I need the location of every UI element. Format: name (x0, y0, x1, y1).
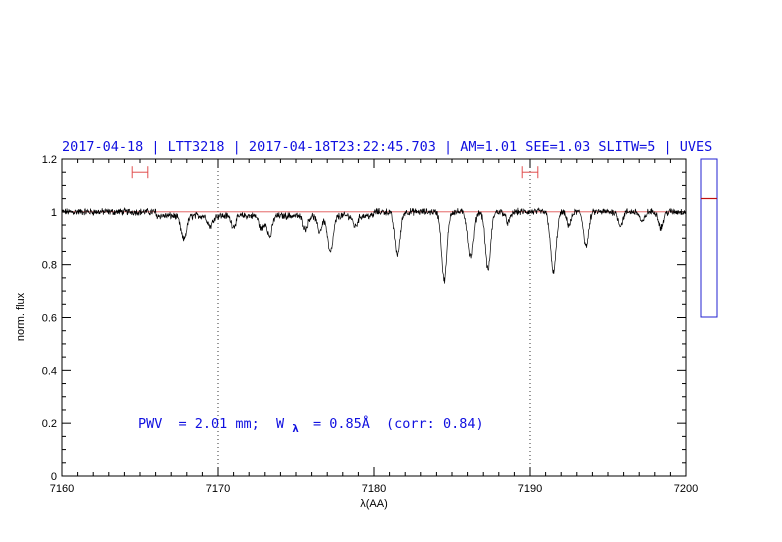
gauge-frame (700, 158, 718, 318)
x-tick-label: 7190 (518, 483, 542, 495)
y-tick-label: 0 (51, 471, 57, 483)
continuum-window-marker (131, 166, 149, 179)
x-tick-label: 7170 (206, 483, 230, 495)
x-tick-label: 7160 (50, 483, 74, 495)
spectrum-series (61, 206, 687, 284)
y-axis-label: norm. flux (15, 292, 27, 341)
side-gauge (700, 158, 718, 318)
spectrum-line (61, 206, 687, 284)
x-axis-ticks: 7160 7170 7180 7190 7200 (50, 159, 698, 495)
y-tick-label: 0.4 (42, 365, 57, 377)
x-axis-label: λ(AA) (360, 498, 388, 510)
x-tick-label: 7180 (362, 483, 386, 495)
y-axis-ticks: 0 0.2 0.4 0.6 0.8 1 1.2 (42, 154, 686, 483)
y-tick-label: 1.2 (42, 154, 57, 166)
y-tick-label: 1 (51, 207, 57, 219)
chart-title: 2017-04-18 | LTT3218 | 2017-04-18T23:22:… (62, 139, 712, 155)
w-symbol: W (276, 416, 285, 432)
pwv-annotation: PWV = 2.01 mm; W λ = 0.85Å (corr: 0.84) (138, 415, 484, 436)
y-tick-label: 0.2 (42, 418, 57, 430)
svg-text:PWV = 2.01 mm; W: PWV = 2.01 mm; W λ = 0.85Å (corr: 0.84) (138, 415, 484, 436)
x-tick-label: 7200 (674, 483, 698, 495)
corr-value: (corr: 0.84) (386, 416, 484, 432)
pwv-value: = 2.01 mm; (179, 416, 260, 432)
y-tick-label: 0.6 (42, 313, 57, 325)
w-value: = 0.85Å (313, 415, 370, 432)
y-tick-label: 0.8 (42, 260, 57, 272)
pwv-label: PWV (138, 416, 162, 432)
continuum-windows (131, 166, 539, 179)
continuum-window-marker (521, 166, 539, 179)
w-subscript: λ (292, 422, 299, 435)
